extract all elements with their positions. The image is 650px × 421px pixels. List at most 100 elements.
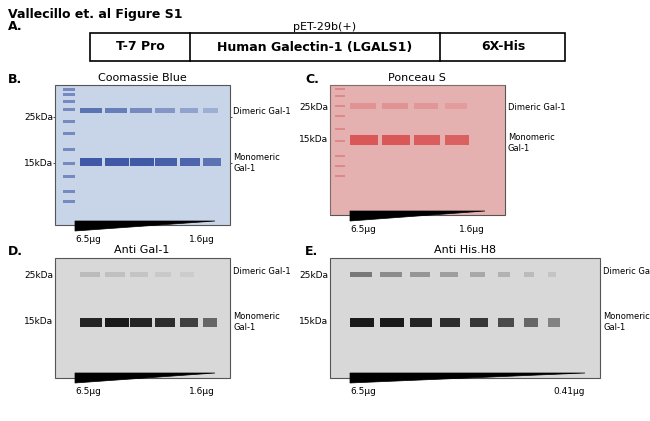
Bar — [498, 272, 510, 277]
Text: 1.6μg: 1.6μg — [189, 235, 215, 244]
Text: 1.6μg: 1.6μg — [459, 225, 485, 234]
Bar — [440, 318, 460, 327]
Text: Monomeric
Gal-1: Monomeric Gal-1 — [233, 312, 280, 332]
Bar — [155, 272, 171, 277]
FancyBboxPatch shape — [330, 258, 600, 378]
Bar — [180, 158, 200, 166]
Bar — [335, 95, 345, 97]
Bar — [335, 115, 345, 117]
Bar — [548, 318, 560, 327]
Bar — [130, 158, 154, 166]
Text: C.: C. — [305, 73, 319, 86]
Polygon shape — [75, 373, 215, 383]
Bar — [203, 108, 218, 113]
Bar — [470, 272, 485, 277]
Bar — [335, 140, 345, 142]
Bar — [155, 108, 175, 113]
Bar — [410, 272, 430, 277]
Text: T-7 Pro: T-7 Pro — [116, 40, 164, 53]
Bar — [382, 103, 408, 109]
Bar — [335, 88, 345, 90]
Text: 15kDa: 15kDa — [24, 317, 53, 327]
Text: Ponceau S: Ponceau S — [388, 73, 446, 83]
FancyBboxPatch shape — [90, 33, 565, 61]
Bar — [410, 318, 432, 327]
Text: A.: A. — [8, 20, 23, 33]
Bar — [63, 88, 75, 91]
Bar — [382, 135, 410, 145]
FancyBboxPatch shape — [330, 85, 505, 215]
Text: Vallecillo et. al Figure S1: Vallecillo et. al Figure S1 — [8, 8, 183, 21]
Bar — [335, 128, 345, 130]
Bar — [350, 103, 376, 109]
Bar — [63, 175, 75, 178]
Bar — [498, 318, 514, 327]
Bar — [130, 272, 148, 277]
Bar — [335, 175, 345, 177]
Text: 6.5μg: 6.5μg — [350, 225, 376, 234]
Bar — [105, 272, 125, 277]
Bar — [63, 132, 75, 135]
Bar — [445, 103, 467, 109]
Bar — [63, 148, 75, 151]
Text: 15kDa: 15kDa — [299, 317, 328, 327]
Bar — [80, 158, 102, 166]
Text: 25kDa: 25kDa — [299, 102, 328, 112]
Text: 6X-His: 6X-His — [481, 40, 525, 53]
Text: Human Galectin-1 (LGALS1): Human Galectin-1 (LGALS1) — [217, 40, 413, 53]
Bar — [350, 318, 374, 327]
Bar — [470, 318, 488, 327]
Polygon shape — [350, 373, 585, 383]
Bar — [63, 100, 75, 103]
Text: E.: E. — [305, 245, 318, 258]
Bar — [414, 135, 440, 145]
Bar — [63, 162, 75, 165]
Bar — [524, 272, 534, 277]
Polygon shape — [350, 211, 485, 221]
Bar — [105, 108, 127, 113]
Bar — [130, 108, 152, 113]
Text: Anti Gal-1: Anti Gal-1 — [114, 245, 170, 255]
Bar — [155, 158, 177, 166]
Text: 0.41μg: 0.41μg — [554, 387, 585, 396]
Text: 6.5μg: 6.5μg — [350, 387, 376, 396]
Text: 6.5μg: 6.5μg — [75, 235, 101, 244]
FancyBboxPatch shape — [55, 85, 230, 225]
Text: pET-29b(+): pET-29b(+) — [293, 22, 357, 32]
Bar — [440, 272, 458, 277]
Text: Dimeric Gal-1: Dimeric Gal-1 — [508, 102, 566, 112]
Bar — [445, 135, 469, 145]
Text: B.: B. — [8, 73, 22, 86]
Bar — [180, 272, 194, 277]
Bar — [380, 272, 402, 277]
Bar — [155, 318, 175, 327]
FancyBboxPatch shape — [55, 258, 230, 378]
Text: Monomeric
Gal-1: Monomeric Gal-1 — [508, 133, 554, 153]
Text: Anti His.H8: Anti His.H8 — [434, 245, 496, 255]
Bar — [380, 318, 404, 327]
Bar — [105, 318, 129, 327]
Bar — [330, 85, 505, 215]
Bar — [524, 318, 538, 327]
Text: 25kDa: 25kDa — [299, 272, 328, 280]
Text: 25kDa: 25kDa — [24, 272, 53, 280]
Text: 6.5μg: 6.5μg — [75, 387, 101, 396]
Text: 15kDa: 15kDa — [299, 136, 328, 144]
Text: Dimeric Gal-1: Dimeric Gal-1 — [233, 107, 291, 115]
Text: D.: D. — [8, 245, 23, 258]
Bar — [180, 108, 198, 113]
Bar — [63, 120, 75, 123]
Text: Monomeric
Gal-1: Monomeric Gal-1 — [603, 312, 650, 332]
Text: 25kDa: 25kDa — [24, 112, 53, 122]
Bar — [203, 318, 217, 327]
Text: Monomeric
Gal-1: Monomeric Gal-1 — [233, 153, 280, 173]
Bar — [80, 108, 102, 113]
Text: Coomassie Blue: Coomassie Blue — [98, 73, 187, 83]
Bar — [335, 105, 345, 107]
Bar — [414, 103, 438, 109]
Bar — [105, 158, 129, 166]
Bar — [180, 318, 198, 327]
Bar — [350, 272, 372, 277]
Bar — [63, 190, 75, 193]
Bar — [130, 318, 152, 327]
